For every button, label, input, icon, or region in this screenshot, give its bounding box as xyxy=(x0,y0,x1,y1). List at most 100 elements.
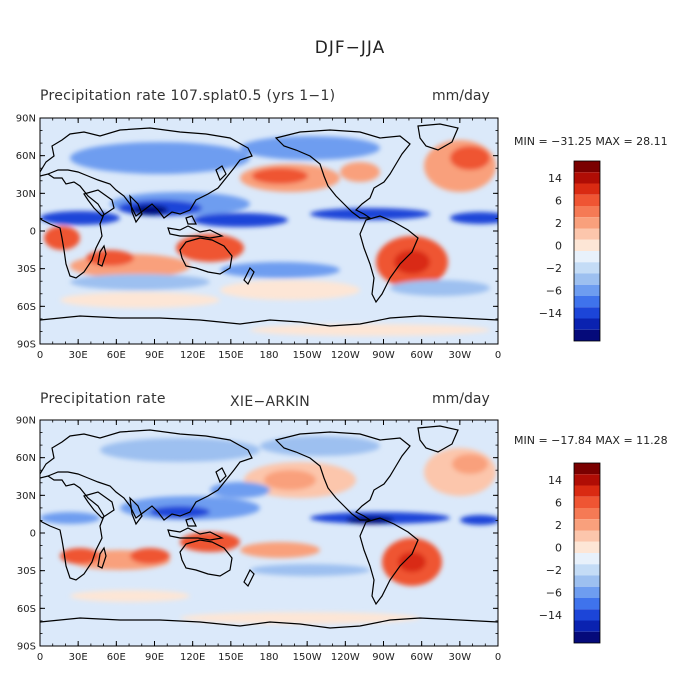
panel1-colorbar-frame xyxy=(573,160,601,342)
panel2-colorbar-swatch xyxy=(574,474,600,486)
panel2-minmax: MIN = −17.84 MAX = 11.28 xyxy=(514,434,668,447)
panel2-lon-label: 150W xyxy=(293,652,322,663)
panel2-colorbar-swatch xyxy=(574,575,600,587)
panel1-lat-label: 0 xyxy=(30,227,36,238)
panel1-colorbar-label: −14 xyxy=(539,307,562,320)
panel2-colorbar-label: −2 xyxy=(546,564,562,577)
panel1-lat-label: 90N xyxy=(16,114,36,125)
panel2-lon-label: 90E xyxy=(145,652,164,663)
panel2-lon-label: 60E xyxy=(107,652,126,663)
panel2-colorbar-swatch xyxy=(574,496,600,508)
panel1-colorbar-swatch xyxy=(574,273,600,285)
panel2-colorbar-swatch xyxy=(574,620,600,632)
panel2-colorbar-swatch xyxy=(574,586,600,598)
panel2-colorbar-label: 0 xyxy=(555,541,562,554)
panel1-lon-label: 180 xyxy=(259,350,278,361)
panel2-lat-label: 90S xyxy=(17,642,36,653)
panel1-minmax: MIN = −31.25 MAX = 28.11 xyxy=(514,135,668,148)
panel1-colorbar-swatch xyxy=(574,183,600,195)
panel2-units: mm/day xyxy=(432,391,490,407)
panel2-colorbar-swatch xyxy=(574,530,600,542)
panel2-colorbar-label: 14 xyxy=(548,474,562,487)
panel2-max: MAX = 11.28 xyxy=(595,434,668,447)
panel2-lat-label: 0 xyxy=(30,529,36,540)
panel1-lon-label: 120W xyxy=(331,350,360,361)
panel2-lon-label: 60W xyxy=(410,652,433,663)
panel1-colorbar-swatch xyxy=(574,217,600,229)
panel1-colorbar-swatch xyxy=(574,307,600,319)
panel1-lat-label: 90S xyxy=(17,340,36,351)
panel1-lat-label: 30N xyxy=(16,189,36,200)
panel2-lon-label: 150E xyxy=(218,652,243,663)
panel2-colorbar-swatch xyxy=(574,631,600,643)
panel2-title: Precipitation rate xyxy=(40,391,166,407)
panel1-colorbar-label: 0 xyxy=(555,239,562,252)
panel1-colorbar-swatch xyxy=(574,296,600,308)
panel1-lon-label: 30E xyxy=(69,350,88,361)
panel2-lat-label: 30S xyxy=(17,566,36,577)
panel2-lat-label: 90N xyxy=(16,416,36,427)
panel1-colorbar-swatch xyxy=(574,161,600,173)
panel2-lon-label: 30E xyxy=(69,652,88,663)
panel1-colorbar-swatch xyxy=(574,318,600,330)
panel2-lon-label: 120W xyxy=(331,652,360,663)
figure-title: DJF−JJA xyxy=(314,38,386,58)
panel1-lon-label: 150E xyxy=(218,350,243,361)
panel2-colorbar-swatch xyxy=(574,485,600,497)
panel2-colorbar-swatch xyxy=(574,463,600,475)
panel1-colorbar-swatch xyxy=(574,329,600,341)
panel1-colorbar-label: −6 xyxy=(546,284,562,297)
panel2-colorbar-label: 6 xyxy=(555,496,562,509)
panel1-lon-label: 60E xyxy=(107,350,126,361)
panel2-colorbar-swatch xyxy=(574,598,600,610)
panel2-lon-label: 90W xyxy=(372,652,395,663)
panel2-colorbar-swatch xyxy=(574,508,600,520)
panel2-subtitle: XIE−ARKIN xyxy=(230,394,311,410)
panel1-colorbar-label: 2 xyxy=(555,217,562,230)
panel1-lat-label: 60S xyxy=(17,302,36,313)
panel1-colorbar-swatch xyxy=(574,194,600,206)
panel1-colorbar: 14 6 2 0 −2 −6 −14 xyxy=(539,160,601,342)
panel1-lon-label: 90W xyxy=(372,350,395,361)
panel2-lon-label: 30W xyxy=(449,652,472,663)
panel2-lon-label: 0 xyxy=(495,652,501,663)
panel1-colorbar-swatch xyxy=(574,172,600,184)
panel1-colorbar-label: 14 xyxy=(548,172,562,185)
panel1-min: MIN = −31.25 xyxy=(514,135,592,148)
panel2-colorbar-swatch xyxy=(574,519,600,531)
panel1-colorbar-label: 6 xyxy=(555,194,562,207)
panel1-lon-label: 0 xyxy=(37,350,43,361)
panel1-units: mm/day xyxy=(432,88,490,104)
panel2-colorbar: 14 6 2 0 −2 −6 −14 xyxy=(539,462,601,644)
panel1-lon-label: 60W xyxy=(410,350,433,361)
panel1-colorbar-swatch xyxy=(574,284,600,296)
panel1-lon-label: 120E xyxy=(180,350,205,361)
panel2-lon-label: 180 xyxy=(259,652,278,663)
panel2-colorbar-label: −6 xyxy=(546,586,562,599)
panel1-lat-label: 60N xyxy=(16,151,36,162)
panel1-colorbar-label: −2 xyxy=(546,262,562,275)
panel1-colorbar-swatch xyxy=(574,239,600,251)
panel2-colorbar-swatch xyxy=(574,541,600,553)
panel1-lon-label: 0 xyxy=(495,350,501,361)
panel1-colorbar-swatch xyxy=(574,206,600,218)
panel1-colorbar-swatch xyxy=(574,251,600,263)
panel1-lon-label: 30W xyxy=(449,350,472,361)
panel2-lat-label: 60N xyxy=(16,453,36,464)
panel2-ocean xyxy=(40,420,498,646)
panel2-lat-label: 30N xyxy=(16,491,36,502)
panel1-title: Precipitation rate 107.splat0.5 (yrs 1−1… xyxy=(40,88,336,104)
panel1-colorbar-swatch xyxy=(574,262,600,274)
panel1-field xyxy=(40,136,498,336)
panel2-colorbar-label: 2 xyxy=(555,519,562,532)
panel2-colorbar-label: −14 xyxy=(539,609,562,622)
panel1-max: MAX = 28.11 xyxy=(595,135,668,148)
panel2-colorbar-swatch xyxy=(574,564,600,576)
panel1-lon-label: 150W xyxy=(293,350,322,361)
panel2-min: MIN = −17.84 xyxy=(514,434,592,447)
panel2-lon-label: 120E xyxy=(180,652,205,663)
